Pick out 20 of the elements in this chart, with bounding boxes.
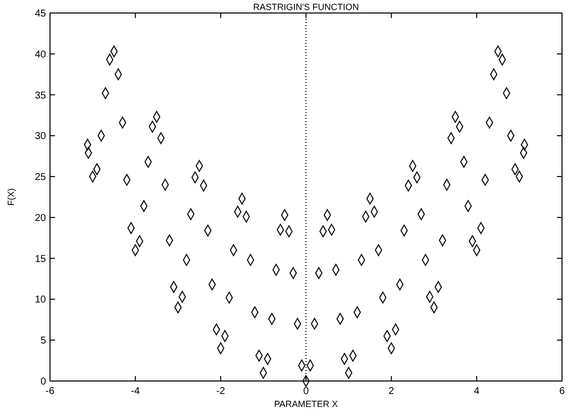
chart-title: RASTRIGIN'S FUNCTION: [253, 2, 359, 12]
x-tick-label: -4: [130, 386, 140, 397]
y-axis-title: F(X): [6, 188, 16, 206]
y-tick-label: 25: [34, 172, 46, 184]
y-tick-label: 40: [34, 49, 46, 60]
y-tick-label: 15: [34, 254, 46, 265]
y-tick-label: 30: [34, 131, 46, 142]
x-tick-label: 4: [474, 386, 480, 397]
x-tick-label: -6: [46, 386, 55, 397]
y-tick-label: 0: [40, 376, 46, 388]
y-tick-label: 45: [34, 8, 46, 20]
y-tick-label: 5: [40, 336, 46, 347]
y-tick-label: 35: [34, 90, 46, 102]
x-tick-label: 2: [388, 386, 395, 397]
x-tick-label: 0: [303, 386, 310, 397]
y-tick-label: 10: [34, 294, 46, 306]
x-tick-label: 6: [559, 386, 566, 397]
x-axis-title: PARAMETER X: [274, 399, 338, 409]
x-tick-label: -2: [216, 386, 226, 397]
y-tick-label: 20: [34, 212, 46, 224]
